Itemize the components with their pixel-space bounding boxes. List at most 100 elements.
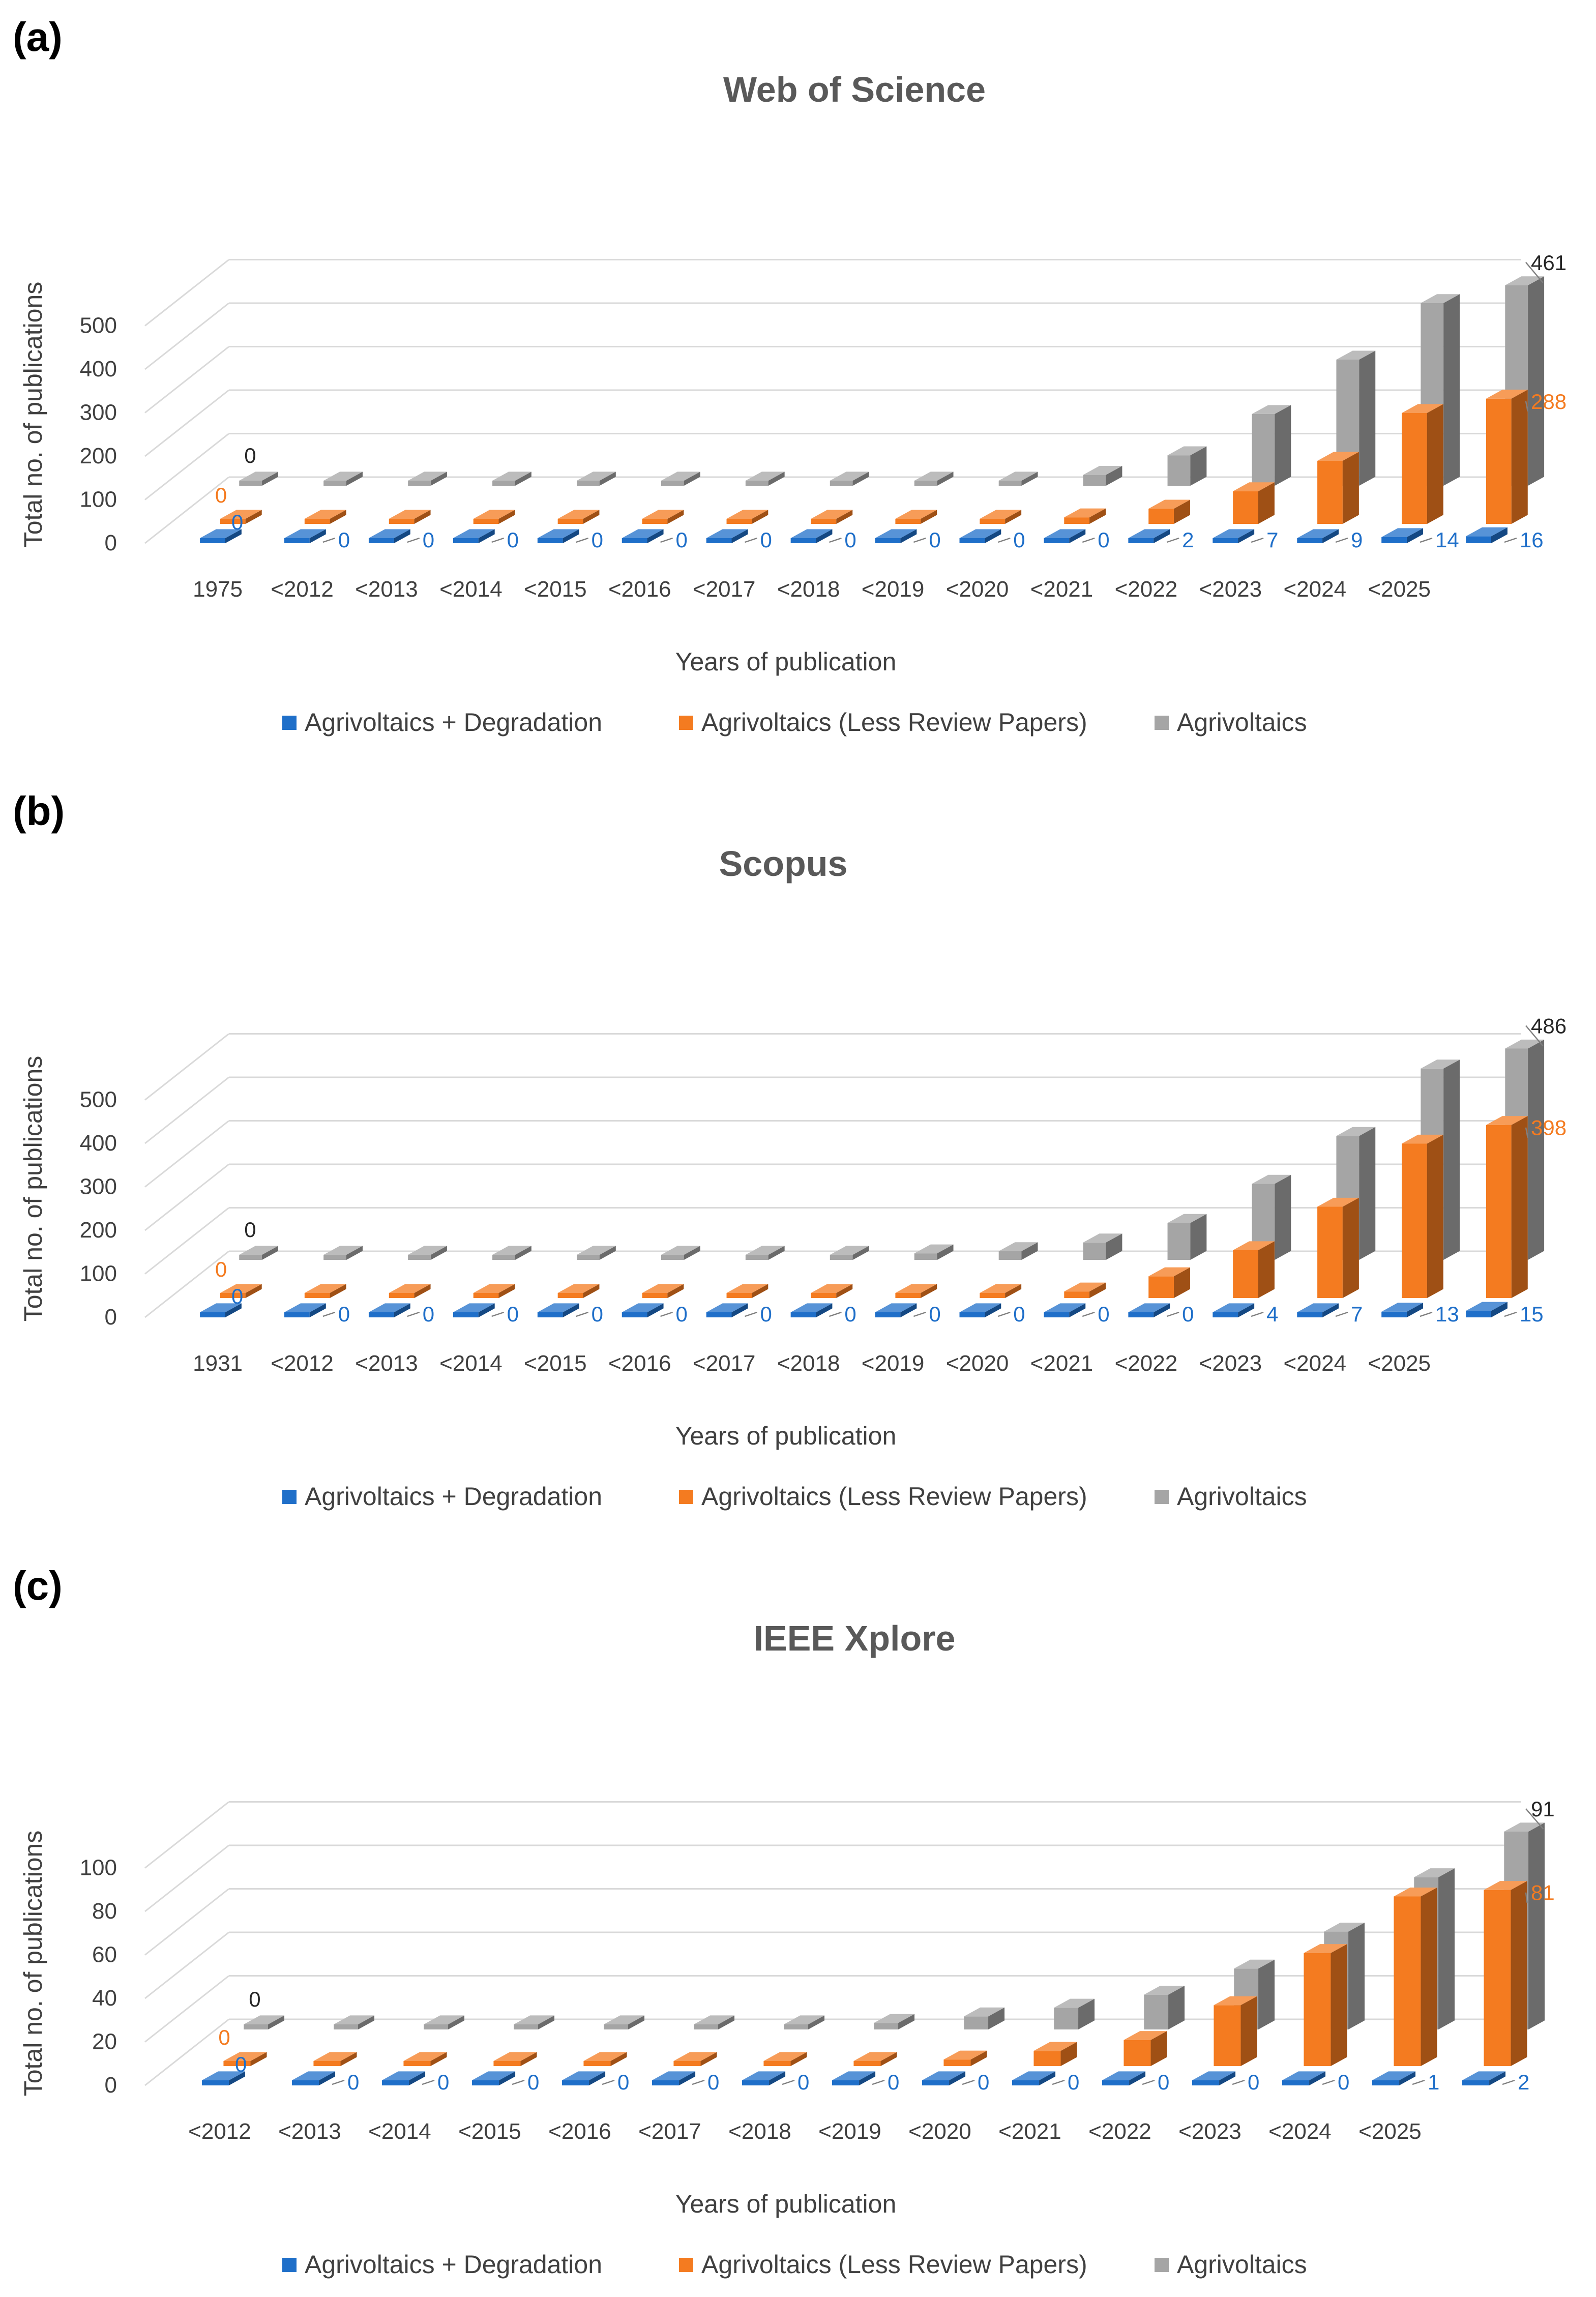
bar-less-review-top <box>493 2052 537 2061</box>
bar-less-review-front <box>726 1293 752 1298</box>
bar-less-review-top <box>853 2052 897 2061</box>
x-tick-label: <2025 <box>1368 577 1431 602</box>
bar-agrivoltaics-front <box>334 2024 359 2029</box>
bar-degradation-top <box>706 529 748 538</box>
bar-less-review-side <box>520 2052 537 2066</box>
bar-agrivoltaics-top <box>323 1246 363 1255</box>
bar-agrivoltaics-side <box>448 2015 465 2029</box>
bar-agrivoltaics-top <box>661 472 700 481</box>
bar-agrivoltaics-front <box>661 1255 684 1260</box>
legend-swatch <box>1155 2258 1169 2272</box>
gridline-diag <box>144 1163 229 1231</box>
bar-less-review <box>1233 1241 1275 1298</box>
data-label-degradation: 0 <box>507 1302 519 1326</box>
data-label-degradation: 0 <box>1098 1302 1109 1326</box>
bar-agrivoltaics-top <box>408 472 447 481</box>
y-tick-label: 500 <box>80 1087 117 1112</box>
bar-degradation-front <box>1128 538 1154 543</box>
x-tick-label: <2021 <box>1030 577 1093 602</box>
x-tick-label: <2020 <box>946 1351 1009 1376</box>
bar-degradation-top <box>1128 529 1170 538</box>
bar-degradation <box>200 529 242 543</box>
bar-agrivoltaics-top <box>874 2014 915 2023</box>
bar-degradation-front <box>471 2080 499 2085</box>
bar-less-review <box>313 2052 357 2066</box>
bar-degradation-top <box>1381 1303 1423 1312</box>
bar-agrivoltaics-side <box>768 1246 785 1260</box>
bar-agrivoltaics-side <box>808 2015 825 2029</box>
bar-degradation-side <box>563 1303 579 1317</box>
bar-less-review-top <box>583 2052 627 2061</box>
bar-degradation-top <box>832 2071 876 2080</box>
data-label-degradation: 0 <box>437 2070 449 2094</box>
bar-less-review-front <box>811 1293 837 1298</box>
bar-degradation <box>790 529 833 543</box>
bar-agrivoltaics-front <box>830 481 853 486</box>
bar-degradation <box>381 2071 426 2085</box>
bar-agrivoltaics <box>1083 1233 1122 1260</box>
bar-agrivoltaics-side <box>1443 294 1460 486</box>
x-tick-label: <2013 <box>278 2119 341 2144</box>
leader-line <box>829 1311 842 1317</box>
data-label-degradation: 14 <box>1435 528 1459 552</box>
leader-line <box>1525 1127 1528 1138</box>
bar-agrivoltaics <box>745 472 785 486</box>
x-tick-label: 1931 <box>193 1351 243 1376</box>
bar-less-review-side <box>1511 1116 1528 1298</box>
bar-less-review-front <box>223 2061 251 2066</box>
bar-agrivoltaics-side <box>1528 276 1545 486</box>
x-tick-label: <2022 <box>1115 577 1178 602</box>
bar-degradation-front <box>1381 537 1407 543</box>
bar-less-review-side <box>1342 452 1359 524</box>
bar-degradation-side <box>1238 1303 1255 1317</box>
bar-less-review-front <box>403 2061 431 2066</box>
bar-degradation <box>1044 1303 1086 1317</box>
bar-degradation-top <box>561 2071 606 2080</box>
leader-line <box>1504 537 1517 543</box>
bar-less-review <box>1148 499 1190 524</box>
leader-line <box>745 537 757 543</box>
bar-degradation-top <box>1466 527 1508 537</box>
bar-less-review-front <box>1033 2051 1061 2066</box>
bar-agrivoltaics-top <box>408 1246 447 1255</box>
bar-agrivoltaics <box>998 472 1038 486</box>
bar-degradation-top <box>1012 2071 1056 2080</box>
bar-agrivoltaics-top <box>1421 1059 1460 1069</box>
bar-less-review-side <box>414 510 431 524</box>
leader-line <box>1052 2079 1065 2085</box>
data-label-less-last: 81 <box>1531 1881 1555 1905</box>
bar-agrivoltaics-top <box>239 472 279 481</box>
bar-degradation-side <box>409 2071 426 2085</box>
legend-entry: Agrivoltaics <box>1177 1482 1307 1511</box>
bar-less-review-top <box>473 1284 515 1293</box>
bar-agrivoltaics-front <box>239 1255 262 1260</box>
x-axis-label: Years of publication <box>675 2190 897 2218</box>
bar-degradation-front <box>875 1312 901 1317</box>
bar-less-review-top <box>642 1284 684 1293</box>
bar-degradation-front <box>1044 538 1070 543</box>
bar-degradation-side <box>1406 528 1423 543</box>
bar-less-review-front <box>557 1293 583 1298</box>
y-tick-label: 20 <box>92 2029 117 2054</box>
bar-degradation-front <box>742 2080 770 2085</box>
bar-less-review-side <box>583 1284 600 1298</box>
bar-less-review-side <box>921 510 937 524</box>
gridline-diag <box>144 433 229 500</box>
bar-agrivoltaics <box>830 1246 869 1260</box>
bar-agrivoltaics <box>239 1246 279 1260</box>
bar-less-review <box>1064 1282 1106 1298</box>
bar-less-review-top <box>1402 404 1443 413</box>
bar-degradation-side <box>225 1303 242 1317</box>
bar-degradation-side <box>394 1303 410 1317</box>
bar-less-review-top <box>895 510 937 519</box>
bar-degradation-front <box>561 2080 589 2085</box>
bar-agrivoltaics-front <box>914 1253 937 1260</box>
bar-degradation-top <box>1462 2071 1506 2080</box>
bar-less-review-side <box>245 1284 262 1298</box>
leader-line <box>576 1311 589 1317</box>
bar-less-review-front <box>1064 517 1090 524</box>
leader-line <box>1525 401 1528 411</box>
bar-degradation <box>368 1303 410 1317</box>
bar-degradation-front <box>1297 1312 1323 1317</box>
bar-agrivoltaics-top <box>1083 1233 1122 1243</box>
